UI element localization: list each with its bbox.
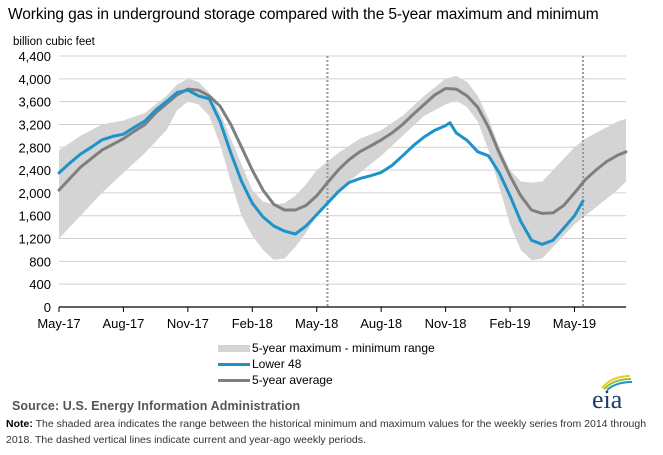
x-tick-label: Feb-19: [489, 316, 530, 331]
note-text: Note: The shaded area indicates the rang…: [6, 416, 661, 448]
source-text: Source: U.S. Energy Information Administ…: [12, 399, 301, 413]
note-body: The shaded area indicates the range betw…: [6, 418, 647, 446]
y-tick-label: 2,800: [18, 140, 51, 155]
y-tick-label: 2,400: [18, 163, 51, 178]
legend-item-lower48: Lower 48: [218, 356, 435, 372]
series-line-lower48: [57, 88, 585, 246]
x-tick-label: May-17: [37, 316, 80, 331]
x-tick-label: Feb-18: [232, 316, 273, 331]
x-tick-label: May-18: [295, 316, 338, 331]
legend: 5-year maximum - minimum range Lower 48 …: [218, 340, 435, 388]
eia-logo-icon: eia: [592, 375, 633, 412]
y-tick-label: 3,600: [18, 95, 51, 110]
legend-label-lower48: Lower 48: [252, 357, 302, 371]
y-tick-labels: 0 400 800 1,200 1,600 2,000 2,400 2,800 3,200 3,6…: [18, 49, 51, 315]
y-tick-label: 0: [44, 300, 51, 315]
x-tick-label: Aug-17: [102, 316, 144, 331]
legend-label-average: 5-year average: [252, 373, 333, 387]
y-tick-label: 800: [29, 254, 51, 269]
y-tick-label: 4,400: [18, 49, 51, 64]
legend-swatch-lower48: [218, 362, 250, 366]
x-tick-label: Nov-17: [167, 316, 209, 331]
x-axis: May-17 Aug-17 Nov-17 Feb-18 May-18 Aug-18 Nov-…: [37, 306, 626, 331]
range-band-area: [59, 76, 626, 261]
x-tick-label: Nov-18: [425, 316, 467, 331]
y-tick-label: 1,600: [18, 209, 51, 224]
legend-swatch-average: [218, 378, 250, 382]
y-tick-label: 2,000: [18, 186, 51, 201]
range-band: [59, 76, 626, 261]
series-lines: [57, 87, 628, 246]
note-label: Note:: [6, 418, 33, 430]
y-tick-label: 3,200: [18, 117, 51, 132]
y-tick-label: 400: [29, 277, 51, 292]
series-line-5yr-average: [57, 87, 628, 215]
x-tick-label: Aug-18: [360, 316, 402, 331]
logo-text: eia: [592, 385, 623, 412]
legend-item-range: 5-year maximum - minimum range: [218, 340, 435, 356]
y-axis-label: billion cubic feet: [13, 36, 96, 48]
x-tick-label: May-19: [553, 316, 596, 331]
y-tick-label: 1,200: [18, 232, 51, 247]
legend-swatch-range: [218, 344, 250, 352]
chart-plot: billion cubic feet 0 400 800 1,200 1,600 2,00…: [13, 36, 628, 331]
y-tick-label: 4,000: [18, 72, 51, 87]
chart-title: Working gas in underground storage compa…: [8, 6, 599, 23]
legend-label-range: 5-year maximum - minimum range: [252, 341, 435, 355]
legend-item-average: 5-year average: [218, 372, 435, 388]
